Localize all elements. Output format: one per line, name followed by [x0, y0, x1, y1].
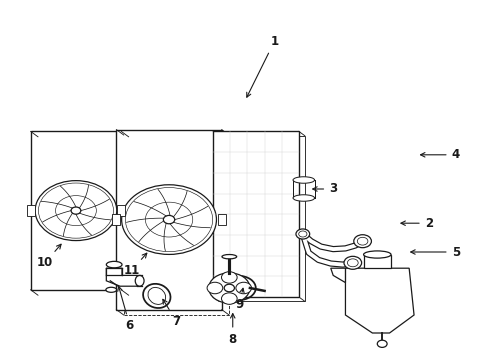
Text: 3: 3 [313, 183, 337, 195]
Bar [218, 214, 225, 225]
Circle shape [207, 282, 223, 294]
Bar [123, 135, 229, 315]
Ellipse shape [106, 261, 122, 268]
Bar [213, 131, 299, 297]
Ellipse shape [293, 195, 315, 201]
Text: 11: 11 [123, 253, 147, 277]
Ellipse shape [135, 275, 144, 286]
Polygon shape [331, 268, 345, 283]
Ellipse shape [364, 251, 391, 258]
Text: 5: 5 [411, 246, 460, 258]
Text: 10: 10 [37, 244, 61, 269]
Text: 8: 8 [229, 314, 237, 346]
Circle shape [221, 293, 237, 304]
Ellipse shape [293, 177, 315, 183]
Ellipse shape [106, 287, 117, 292]
Circle shape [236, 282, 251, 294]
Circle shape [122, 185, 217, 255]
Text: 1: 1 [247, 35, 278, 97]
Text: 2: 2 [401, 217, 433, 230]
Ellipse shape [222, 255, 237, 259]
Bar [117, 130, 221, 310]
Ellipse shape [148, 287, 166, 305]
Bar [26, 205, 34, 216]
Circle shape [296, 229, 310, 239]
Polygon shape [345, 268, 414, 333]
Bar [30, 131, 121, 290]
Bar [112, 214, 120, 225]
Text: 6: 6 [118, 287, 134, 332]
Bar [219, 136, 305, 301]
Text: 9: 9 [235, 288, 244, 311]
Ellipse shape [143, 284, 171, 308]
Polygon shape [106, 268, 137, 286]
Circle shape [377, 340, 387, 347]
Circle shape [35, 181, 117, 240]
Text: 4: 4 [420, 148, 460, 161]
Circle shape [209, 273, 250, 303]
Text: 7: 7 [163, 299, 180, 328]
Circle shape [354, 235, 371, 248]
Bar [118, 205, 125, 216]
Bar [364, 255, 391, 268]
Circle shape [344, 256, 362, 269]
Circle shape [221, 272, 237, 283]
